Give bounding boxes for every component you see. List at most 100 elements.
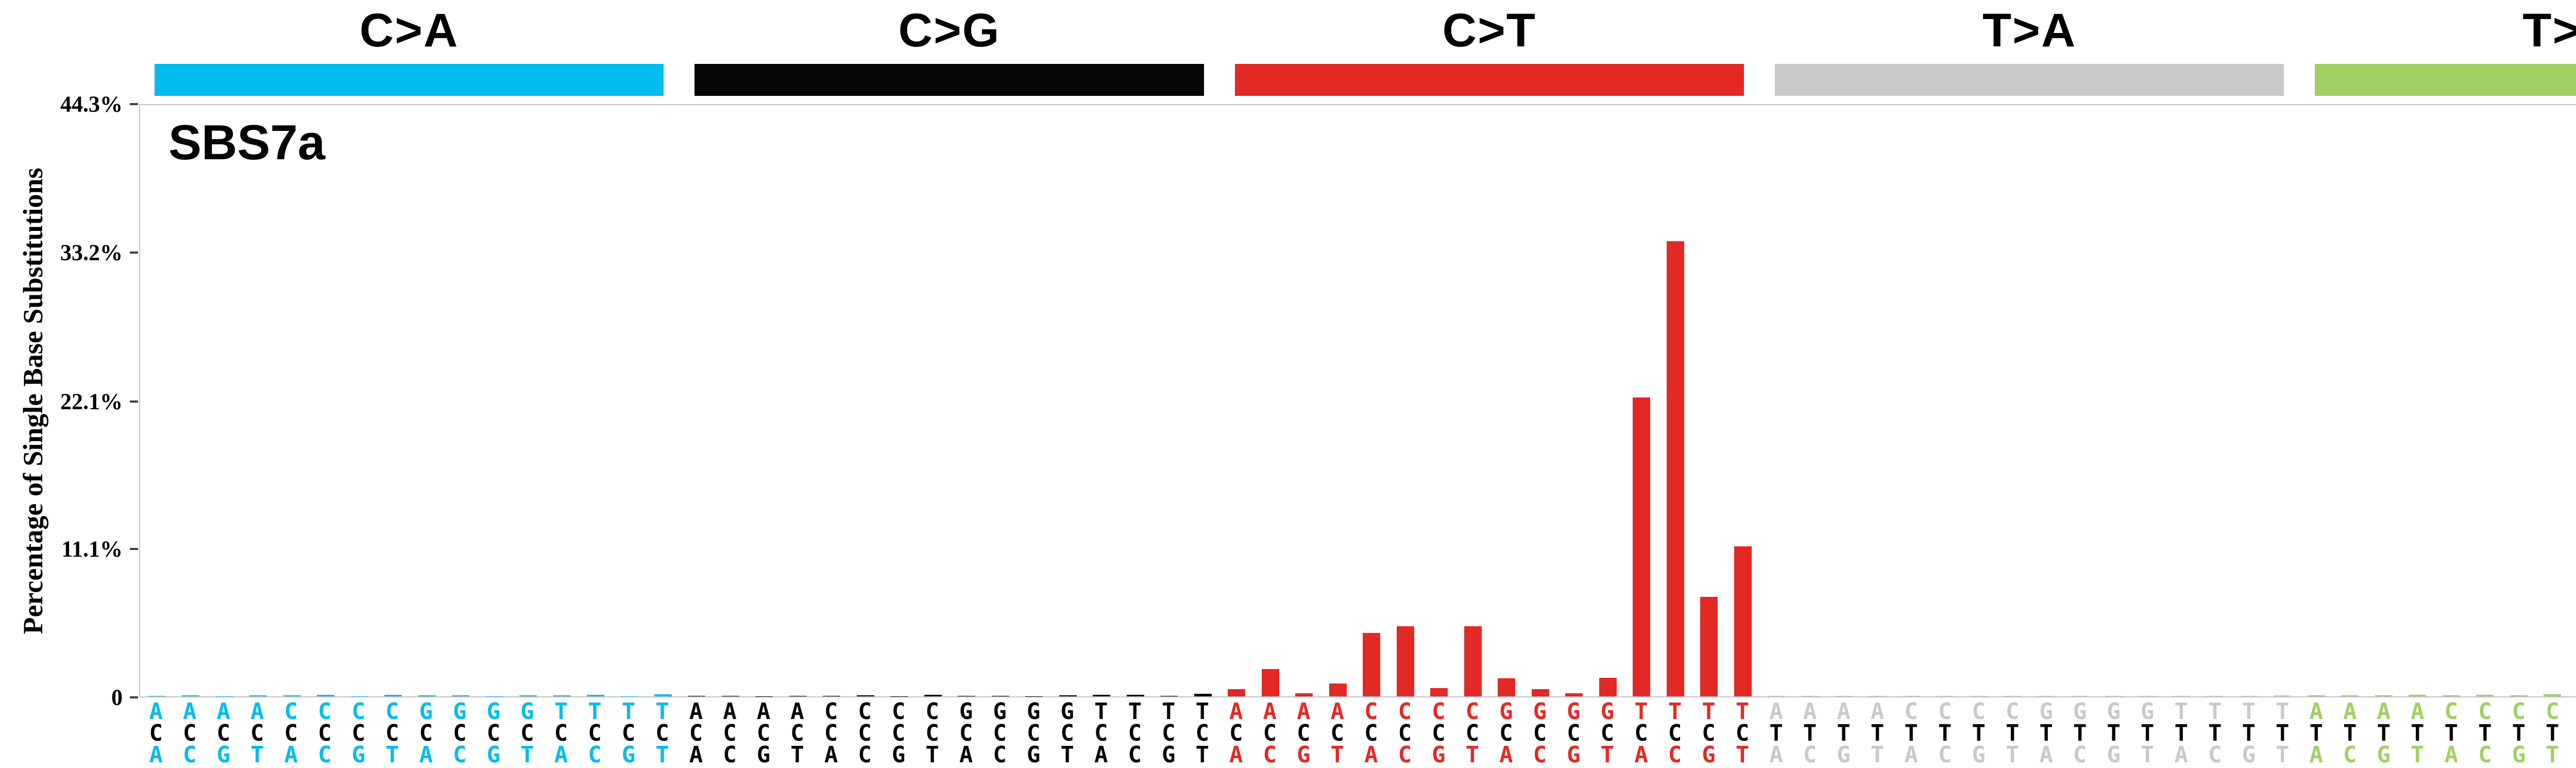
flanking-base-letter: C bbox=[993, 744, 1007, 766]
bar-slot bbox=[511, 105, 545, 696]
bar-slot bbox=[815, 105, 849, 696]
y-tick-label: 0 bbox=[111, 684, 123, 711]
y-tick-mark bbox=[130, 696, 138, 698]
mutation-type-color-bar bbox=[1235, 64, 1744, 96]
flanking-base-letter: G bbox=[1601, 701, 1615, 723]
flanking-base-letter: T bbox=[1668, 701, 1682, 723]
bar-slot bbox=[646, 105, 680, 696]
bar-slot bbox=[781, 105, 815, 696]
bar bbox=[2510, 695, 2528, 696]
mutated-base-letter: C bbox=[520, 723, 534, 744]
mutated-base-letter: C bbox=[588, 723, 602, 744]
flanking-base-letter: T bbox=[1094, 701, 1108, 723]
mutation-type-color-bar-cell bbox=[139, 64, 679, 96]
flanking-base-letter: T bbox=[1060, 744, 1074, 766]
bar-slot bbox=[241, 105, 275, 696]
bar-slot bbox=[275, 105, 309, 696]
flanking-base-letter: A bbox=[419, 744, 433, 766]
bar bbox=[1127, 695, 1144, 696]
bar-slot bbox=[2333, 105, 2366, 696]
flanking-base-letter: C bbox=[588, 744, 602, 766]
bar bbox=[2308, 695, 2325, 696]
flanking-base-letter: A bbox=[1837, 701, 1851, 723]
mutation-type-label: C>G bbox=[899, 4, 1001, 58]
flanking-base-letter: C bbox=[1432, 701, 1446, 723]
mutation-type-header-cell: C>A bbox=[139, 0, 679, 61]
flanking-base-letter: T bbox=[655, 744, 669, 766]
bar bbox=[1059, 695, 1077, 696]
bar-slot bbox=[714, 105, 747, 696]
flanking-base-letter: G bbox=[520, 701, 534, 723]
flanking-base-letter: T bbox=[1871, 744, 1885, 766]
mutation-type-color-bar bbox=[1775, 64, 2284, 96]
bar bbox=[182, 695, 199, 696]
bar-slot bbox=[478, 105, 511, 696]
flanking-base-letter: G bbox=[959, 701, 973, 723]
flanking-base-letter: T bbox=[1195, 744, 1209, 766]
flanking-base-letter: T bbox=[2276, 744, 2290, 766]
signature-title: SBS7a bbox=[168, 114, 325, 171]
flanking-base-letter: A bbox=[2411, 701, 2425, 723]
flanking-base-letter: C bbox=[284, 701, 298, 723]
flanking-base-letter: T bbox=[622, 701, 636, 723]
flanking-base-letter: A bbox=[1904, 744, 1918, 766]
mutation-type-label: C>A bbox=[360, 4, 459, 58]
bar-slot bbox=[2299, 105, 2333, 696]
bar-slot bbox=[1996, 105, 2029, 696]
flanking-base-letter: A bbox=[824, 744, 838, 766]
flanking-base-letter: T bbox=[1702, 701, 1716, 723]
flanking-base-letter: A bbox=[554, 744, 568, 766]
bar bbox=[1397, 626, 1414, 696]
mutated-base-letter: T bbox=[2276, 723, 2290, 744]
mutated-base-letter: C bbox=[183, 723, 197, 744]
mutated-base-letter: C bbox=[1634, 723, 1648, 744]
flanking-base-letter: T bbox=[554, 701, 568, 723]
mutated-base-letter: C bbox=[959, 723, 973, 744]
flanking-base-letter: G bbox=[1567, 744, 1581, 766]
flanking-base-letter: C bbox=[824, 701, 838, 723]
bar-slot bbox=[613, 105, 646, 696]
mutated-base-letter: C bbox=[1702, 723, 1716, 744]
flanking-base-letter: G bbox=[757, 744, 771, 766]
bar-slot bbox=[545, 105, 579, 696]
y-tick-label: 22.1% bbox=[60, 388, 123, 414]
mutated-base-letter: C bbox=[1736, 723, 1750, 744]
flanking-base-letter: G bbox=[1297, 744, 1311, 766]
mutation-type-color-bar-cell bbox=[2299, 64, 2576, 96]
mutated-base-letter: C bbox=[1364, 723, 1378, 744]
flanking-base-letter: C bbox=[1972, 701, 1986, 723]
bar-slot bbox=[1354, 105, 1388, 696]
flanking-base-letter: T bbox=[2174, 701, 2188, 723]
bar-slot bbox=[1894, 105, 1928, 696]
mutated-base-letter: T bbox=[2006, 723, 2020, 744]
bar-slot bbox=[1186, 105, 1219, 696]
bar bbox=[418, 695, 436, 696]
flanking-base-letter: T bbox=[925, 744, 939, 766]
mutated-base-letter: T bbox=[2478, 723, 2492, 744]
flanking-base-letter: C bbox=[352, 701, 366, 723]
mutated-base-letter: C bbox=[385, 723, 399, 744]
mutated-base-letter: C bbox=[993, 723, 1007, 744]
mutated-base-letter: T bbox=[2411, 723, 2425, 744]
mutated-base-letter: C bbox=[554, 723, 568, 744]
